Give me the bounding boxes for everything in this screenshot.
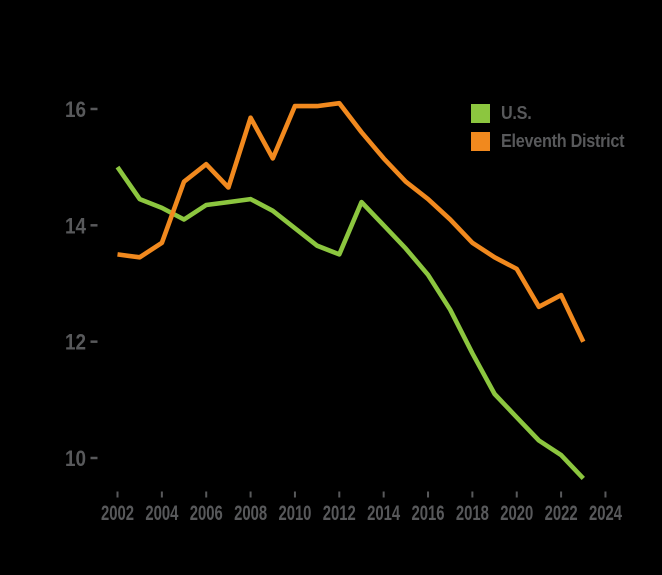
y-tick-label: 12	[65, 330, 86, 355]
legend-item-eleventh-district: Eleventh District	[471, 132, 638, 151]
x-tick-label: 2024	[589, 502, 622, 525]
y-tick-label: 10	[65, 446, 86, 471]
x-tick-label: 2004	[145, 502, 178, 525]
x-tick-label: 2020	[500, 502, 533, 525]
us-label: U.S.	[501, 103, 532, 123]
x-tick-label: 2010	[278, 502, 311, 525]
u-s-line	[115, 165, 585, 480]
eleventh-district-label: Eleventh District	[501, 131, 625, 151]
eleventh-district-swatch	[471, 132, 490, 151]
y-tick-label: 16	[65, 97, 86, 122]
x-tick-label: 2002	[101, 502, 134, 525]
y-tick-label: 14	[65, 213, 87, 238]
x-tick-label: 2022	[545, 502, 578, 525]
x-tick-label: 2014	[367, 502, 400, 525]
x-tick-label: 2018	[456, 502, 489, 525]
us-swatch	[471, 104, 490, 123]
eleventh-district-line	[117, 100, 586, 343]
legend-item-us: U.S.	[471, 104, 638, 123]
legend: U.S. Eleventh District	[471, 104, 638, 151]
x-tick-label: 2008	[234, 502, 267, 525]
x-tick-label: 2006	[190, 502, 223, 525]
x-tick-label: 2016	[412, 502, 445, 525]
x-tick-label: 2012	[323, 502, 356, 525]
